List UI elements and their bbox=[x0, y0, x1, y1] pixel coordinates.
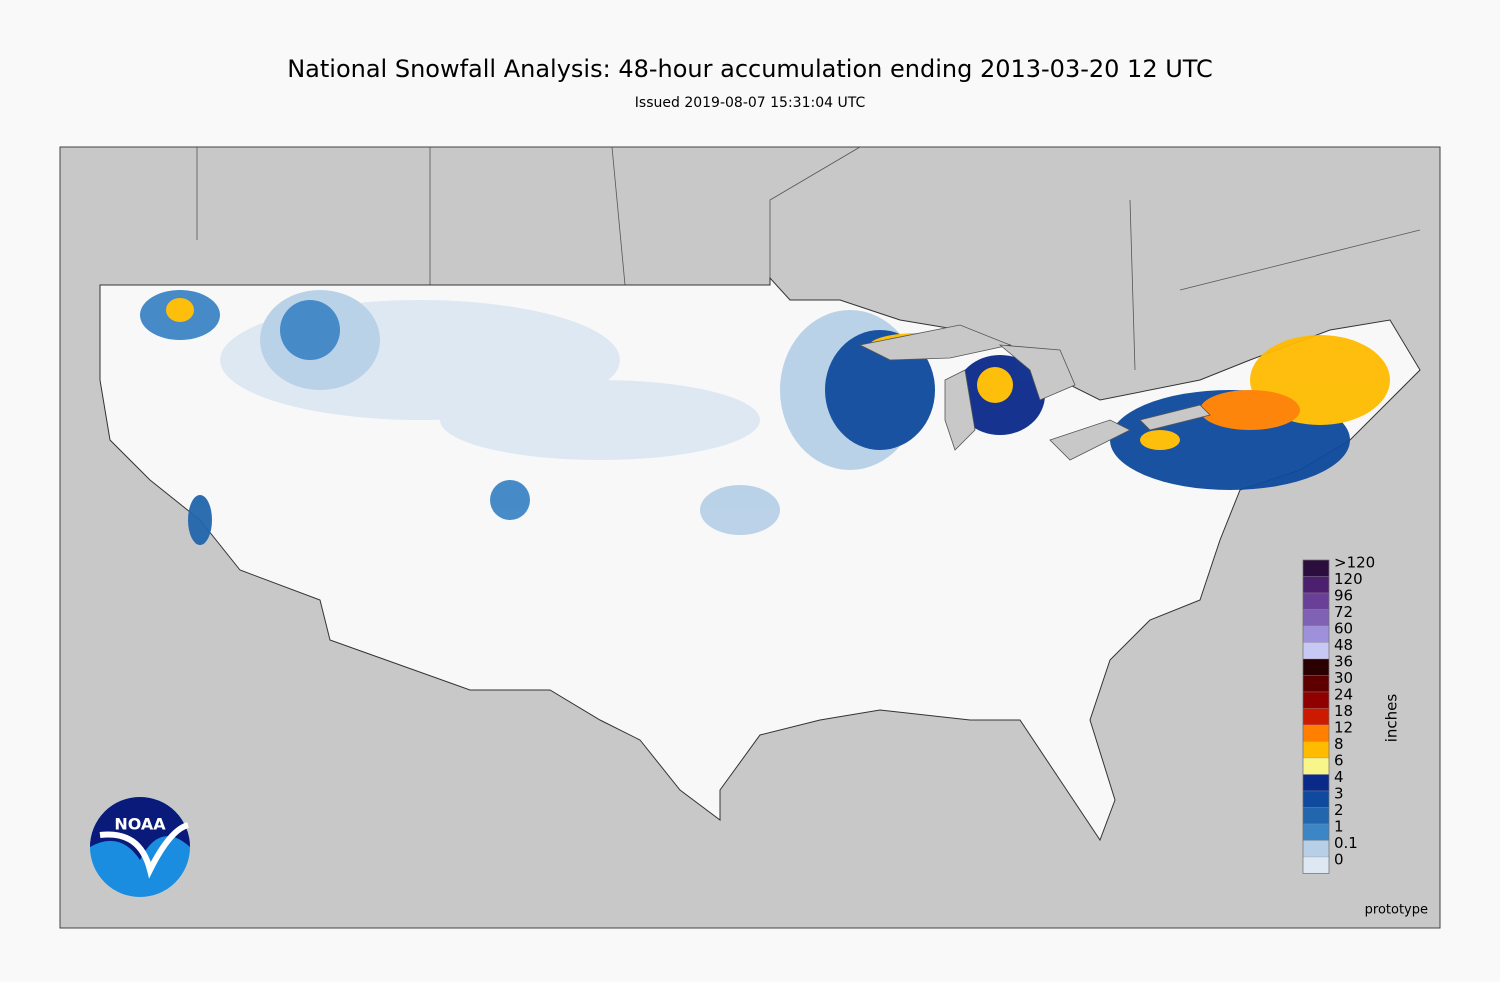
legend-label: 0.1 bbox=[1334, 834, 1358, 852]
legend-label: 72 bbox=[1334, 603, 1353, 621]
legend-label: 24 bbox=[1334, 686, 1353, 704]
legend-swatch bbox=[1302, 576, 1330, 594]
legend-label: 1 bbox=[1334, 818, 1344, 836]
legend-label: 60 bbox=[1334, 620, 1353, 638]
legend-label: 48 bbox=[1334, 636, 1353, 654]
logo-text: NOAA bbox=[114, 815, 166, 834]
legend-swatch bbox=[1302, 840, 1330, 858]
legend-label: 3 bbox=[1334, 785, 1344, 803]
borders bbox=[196, 146, 1421, 371]
legend-swatch bbox=[1302, 856, 1330, 874]
logo: NOAA bbox=[90, 797, 190, 897]
legend-swatch bbox=[1302, 724, 1330, 742]
legend-label: 30 bbox=[1334, 669, 1353, 687]
note: prototype bbox=[1365, 903, 1428, 918]
map bbox=[59, 146, 1441, 929]
legend-swatch bbox=[1302, 757, 1330, 775]
legend-label: 120 bbox=[1334, 570, 1363, 588]
legend-label: 6 bbox=[1334, 752, 1344, 770]
legend-swatch bbox=[1302, 592, 1330, 610]
legend-label: 2 bbox=[1334, 801, 1344, 819]
legend-label: 36 bbox=[1334, 653, 1353, 671]
legend-label: 4 bbox=[1334, 768, 1344, 786]
legend-swatch bbox=[1302, 807, 1330, 825]
legend-unit: inches bbox=[1383, 694, 1401, 743]
great-lakes bbox=[858, 324, 1211, 461]
legend-label: 0 bbox=[1334, 851, 1344, 869]
legend-swatch bbox=[1302, 559, 1330, 577]
legend-label: 96 bbox=[1334, 587, 1353, 605]
legend-label: 18 bbox=[1334, 702, 1353, 720]
legend-swatch bbox=[1302, 625, 1330, 643]
legend-label: 12 bbox=[1334, 719, 1353, 737]
legend-swatch bbox=[1302, 790, 1330, 808]
legend-swatch bbox=[1302, 642, 1330, 660]
legend-swatch bbox=[1302, 774, 1330, 792]
legend-label: >120 bbox=[1334, 554, 1375, 572]
title: National Snowfall Analysis: 48-hour accu… bbox=[287, 55, 1213, 83]
legend-label: 8 bbox=[1334, 735, 1344, 753]
legend-swatch bbox=[1302, 675, 1330, 693]
legend-swatch bbox=[1302, 823, 1330, 841]
legend-frame bbox=[1302, 559, 1330, 874]
legend-swatch bbox=[1302, 691, 1330, 709]
legend-swatch bbox=[1302, 658, 1330, 676]
legend-swatch bbox=[1302, 708, 1330, 726]
legend-swatch bbox=[1302, 741, 1330, 759]
subtitle: Issued 2019-08-07 15:31:04 UTC bbox=[635, 95, 866, 111]
legend-swatch bbox=[1302, 609, 1330, 627]
